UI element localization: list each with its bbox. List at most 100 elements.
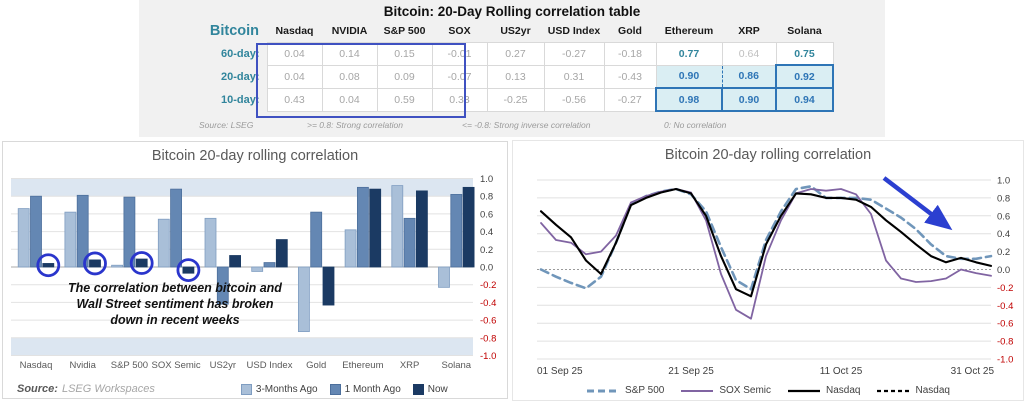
legend-line-swatch xyxy=(587,389,620,392)
category-label: XRP xyxy=(400,360,420,371)
y-tick-label: -1.0 xyxy=(480,351,496,362)
bar-1-month-ago xyxy=(263,262,276,268)
legend-item: Nasdaq xyxy=(787,385,860,396)
bar-chart-panel: Bitcoin 20-day rolling correlation 1.0 0.… xyxy=(2,141,508,399)
y-tick-label: 0.8 xyxy=(997,193,1010,204)
correlation-cell: 0.77 xyxy=(655,42,723,66)
legend-swatch xyxy=(412,383,424,395)
legend-item: SOX Semic xyxy=(680,385,771,396)
correlation-table: Bitcoin Nasdaq NVIDIA S&P 500 SOX US2yr USD In… xyxy=(191,20,834,112)
legend-label: Nasdaq xyxy=(915,385,950,396)
correlation-table-panel: Bitcoin: 20-Day Rolling correlation tabl… xyxy=(139,0,885,137)
bar-3-months-ago xyxy=(297,266,310,333)
y-tick-label: 0.0 xyxy=(480,263,493,274)
bar-chart-title: Bitcoin 20-day rolling correlation xyxy=(151,148,359,164)
legend-label: Nasdaq xyxy=(826,385,861,396)
y-tick-label: 1.0 xyxy=(480,174,493,185)
correlation-cell: 0.92 xyxy=(775,64,834,89)
correlation-cell: 0.86 xyxy=(721,64,777,89)
y-tick-label: -0.2 xyxy=(997,283,1013,294)
correlation-cell: 0.14 xyxy=(321,42,378,66)
y-tick-label: 0.0 xyxy=(997,265,1010,276)
category-label: Gold xyxy=(306,360,326,371)
bar-chart-legend: 3-Months Ago 1 Month Ago Now xyxy=(240,383,448,395)
series-line-sox-semic xyxy=(540,188,992,320)
column-header-nasdaq: Nasdaq xyxy=(275,25,314,37)
line-chart-title: Bitcoin 20-day rolling correlation xyxy=(664,147,872,163)
correlation-cell: 0.27 xyxy=(486,42,545,66)
table-body: 60-day: 0.04 0.14 0.15 -0.01 0.27 -0.27 -0.18 0.… xyxy=(191,42,834,112)
source-text: LSEG Workspaces xyxy=(61,383,155,395)
correlation-cell: 0.75 xyxy=(775,42,834,66)
bar-now xyxy=(462,186,475,268)
bar-1-month-ago xyxy=(123,196,136,268)
y-tick-label: 0.6 xyxy=(997,211,1010,222)
legend-label: Now xyxy=(427,383,448,395)
highlight-circle xyxy=(176,258,201,282)
row-label: 10-day: xyxy=(220,93,260,106)
row-label: 20-day: xyxy=(220,70,260,83)
column-header-s-p-500: S&P 500 xyxy=(383,25,426,37)
y-tick-label: -1.0 xyxy=(997,355,1013,366)
correlation-cell: 0.13 xyxy=(486,64,545,89)
bar-1-month-ago xyxy=(403,217,416,268)
y-tick-label: -0.8 xyxy=(480,333,496,344)
bar-chart-footer: Source: LSEG Workspaces 3-Months Ago 1 Mo… xyxy=(17,383,501,395)
table-row: 10-day: 0.43 0.04 0.59 0.33 -0.25 -0.56 -0.27 0.… xyxy=(191,87,834,112)
column-header-xrp: XRP xyxy=(738,25,760,37)
correlation-cell: 0.31 xyxy=(543,64,605,89)
column-header-sox: SOX xyxy=(448,25,471,37)
column-header-us2yr: US2yr xyxy=(500,25,531,37)
y-tick-label: 0.6 xyxy=(480,209,493,220)
bar-3-months-ago xyxy=(438,266,450,288)
correlation-cell: 0.59 xyxy=(376,87,433,112)
bar-3-months-ago xyxy=(64,211,77,268)
y-tick-label: -0.6 xyxy=(997,319,1013,330)
legend-line-swatch xyxy=(877,389,910,392)
bar-1-month-ago xyxy=(76,194,89,268)
legend-label: S&P 500 xyxy=(625,385,665,396)
series-line-nasdaq xyxy=(539,187,993,298)
bar-1-month-ago xyxy=(450,194,463,268)
category-label: Ethereum xyxy=(342,360,383,371)
correlation-cell: 0.04 xyxy=(266,64,323,89)
bar-3-months-ago xyxy=(344,229,357,268)
correlation-cell: -0.01 xyxy=(431,42,488,66)
legend-item: 1 Month Ago xyxy=(329,383,401,395)
correlation-cell: 0.94 xyxy=(775,87,834,112)
band xyxy=(11,178,473,197)
table-row: 60-day: 0.04 0.14 0.15 -0.01 0.27 -0.27 -0.18 0.… xyxy=(191,42,834,66)
y-tick-label: -0.4 xyxy=(480,298,496,309)
category-label: Solana xyxy=(442,360,472,371)
bar-1-month-ago xyxy=(310,211,323,268)
highlight-circle xyxy=(36,253,61,278)
correlation-cell: 0.04 xyxy=(321,87,378,112)
highlight-circle xyxy=(83,251,107,276)
table-footnote: Source: LSEG xyxy=(199,120,254,130)
table-footnote: <= -0.8: Strong inverse correlation xyxy=(462,120,591,130)
correlation-cell: 0.09 xyxy=(376,64,433,89)
y-tick-label: 0.2 xyxy=(997,247,1010,258)
highlight-circle xyxy=(129,251,154,275)
column-header-usd-index: USD Index xyxy=(547,25,601,37)
bar-now xyxy=(182,266,195,274)
correlation-cell: 0.33 xyxy=(431,87,488,112)
x-tick-label: 21 Sep 25 xyxy=(668,366,714,377)
legend-item: S&P 500 xyxy=(586,385,664,396)
table-header-row: Bitcoin Nasdaq NVIDIA S&P 500 SOX US2yr USD In… xyxy=(191,20,833,43)
bar-3-months-ago xyxy=(111,264,123,268)
correlation-cell: 0.90 xyxy=(655,64,723,89)
correlation-cell: -0.18 xyxy=(603,42,657,66)
x-tick-label: 11 Oct 25 xyxy=(820,366,863,377)
bar-now xyxy=(275,239,288,268)
category-label: SOX Semic xyxy=(152,360,201,371)
table-footnote: >= 0.8: Strong correlation xyxy=(307,120,403,130)
x-tick-label: 31 Oct 25 xyxy=(951,366,995,377)
y-tick-label: 0.2 xyxy=(480,245,493,256)
category-label: USD Index xyxy=(247,360,293,371)
correlation-cell: 0.98 xyxy=(655,87,723,112)
legend-line-swatch xyxy=(681,389,714,392)
y-tick-label: -0.6 xyxy=(480,316,496,327)
column-header-nvidia: NVIDIA xyxy=(331,25,368,37)
